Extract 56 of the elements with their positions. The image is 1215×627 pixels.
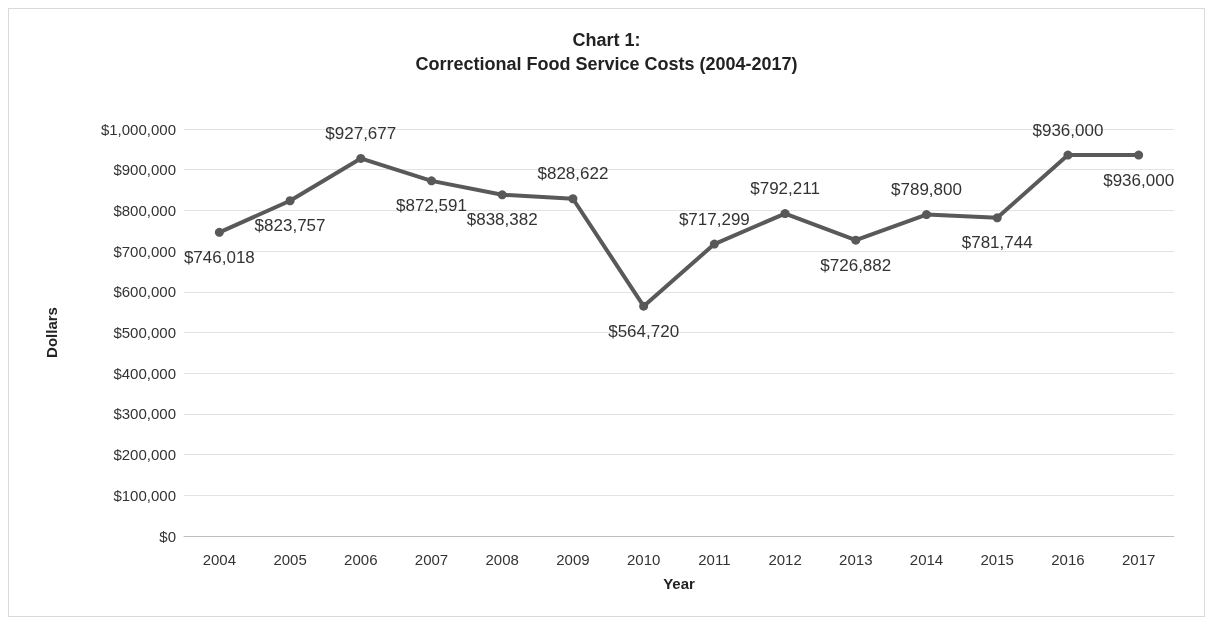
data-label: $823,757 [254, 216, 326, 236]
point [992, 213, 1002, 223]
point [1063, 150, 1073, 160]
x-tick-label: 2006 [344, 551, 378, 568]
data-label: $746,018 [183, 247, 255, 267]
data-label: $828,622 [537, 164, 609, 184]
y-tick-label: $200,000 [113, 446, 176, 464]
x-tick-label: 2015 [980, 551, 1014, 568]
x-tick-label: 2016 [1051, 551, 1085, 568]
x-tick-label: 2004 [202, 551, 237, 568]
data-label: $936,000 [1103, 170, 1175, 190]
x-tick-label: 2014 [909, 551, 944, 568]
y-tick-label: $300,000 [113, 405, 176, 423]
y-tick-label: $400,000 [113, 364, 176, 382]
x-tick-label: 2008 [485, 551, 519, 568]
x-tick-label: 2011 [698, 551, 731, 568]
x-tick-label: 2013 [839, 551, 873, 568]
x-axis-title: Year [663, 575, 696, 592]
data-label: $838,382 [466, 210, 538, 230]
y-tick-label: $700,000 [113, 242, 176, 260]
point [427, 176, 436, 186]
point [214, 227, 224, 237]
y-tick-label: $0 [159, 527, 176, 545]
data-label: $781,744 [961, 233, 1033, 253]
point [568, 194, 578, 204]
point [285, 196, 295, 206]
data-label: $936,000 [1032, 120, 1104, 140]
data-label: $927,677 [325, 123, 397, 143]
point [639, 301, 649, 311]
point [1134, 150, 1144, 160]
x-tick-label: 2010 [626, 551, 661, 568]
data-label: $717,299 [678, 209, 750, 229]
y-tick-label: $1,000,000 [100, 120, 176, 138]
y-axis-title: Dollars [43, 307, 60, 358]
x-tick-label: 2009 [556, 551, 590, 568]
y-tick-label: $600,000 [113, 283, 176, 301]
point [922, 210, 931, 220]
x-tick-label: 2005 [273, 551, 307, 568]
y-tick-label: $900,000 [113, 161, 176, 179]
data-label: $726,882 [820, 255, 892, 275]
x-tick-label: 2017 [1121, 551, 1156, 568]
data-label: $564,720 [608, 321, 680, 341]
x-tick-label: 2007 [414, 551, 449, 568]
point [356, 153, 366, 163]
data-label: $789,800 [891, 180, 962, 200]
chart-title: Chart 1: Correctional Food Service Costs (2004-2017) [415, 30, 798, 74]
point [780, 209, 790, 219]
x-tick-label: 2012 [768, 551, 802, 568]
y-tick-label: $100,000 [113, 486, 176, 504]
y-tick-label: $800,000 [113, 201, 176, 219]
y-tick-label: $500,000 [113, 324, 176, 341]
point [709, 239, 719, 249]
point [497, 190, 507, 200]
data-label: $872,591 [396, 196, 467, 216]
data-label: $792,211 [750, 179, 820, 199]
point [851, 235, 861, 245]
